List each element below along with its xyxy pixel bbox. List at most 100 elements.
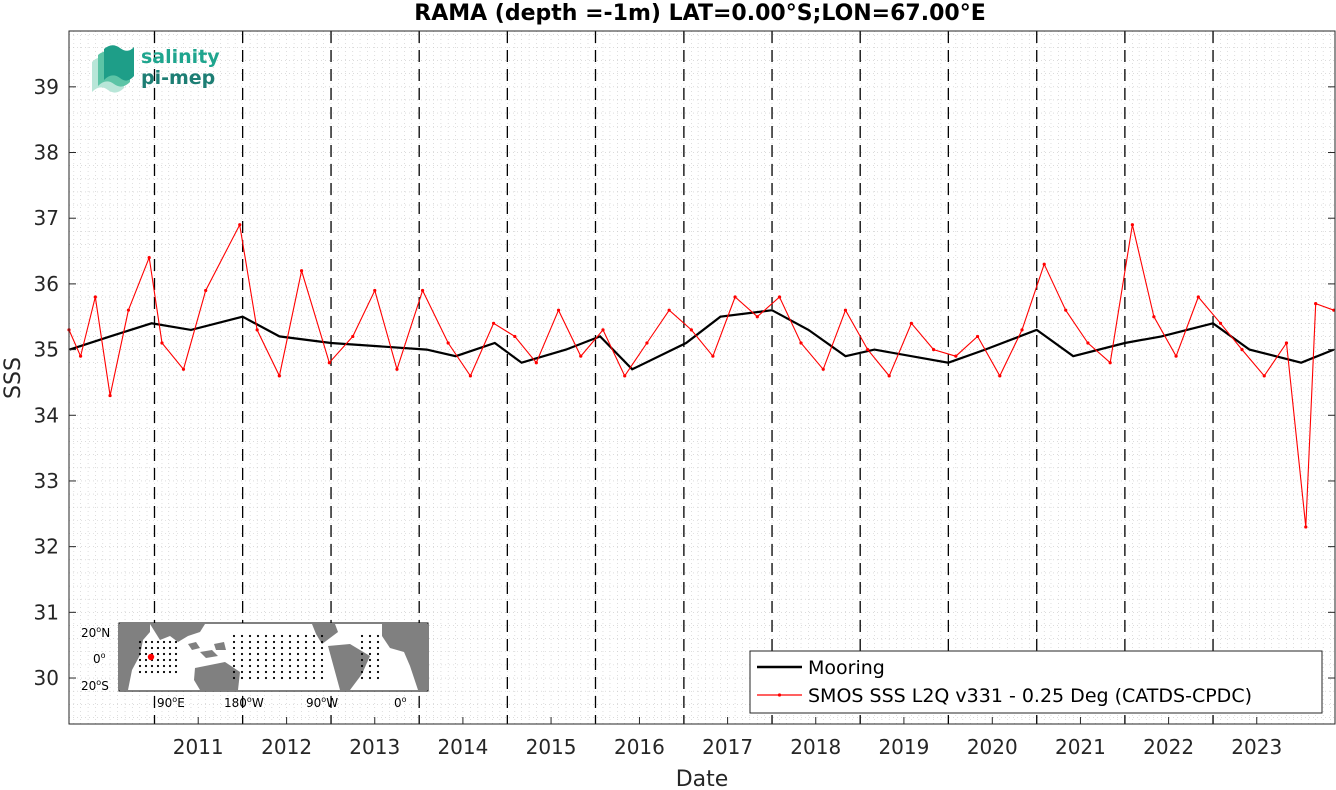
- map-buoy-dot: [272, 658, 276, 662]
- x-axis-title: Date: [676, 767, 729, 790]
- inset-map: 20oN 0o 20oS 90oE 180oW 90oW 0o: [81, 622, 429, 710]
- map-west-africa-land: [382, 624, 428, 690]
- map-buoy-dot: [376, 646, 380, 650]
- map-buoy-dot: [162, 640, 166, 644]
- map-buoy-dot: [376, 652, 380, 656]
- map-buoy-dot: [232, 664, 236, 668]
- map-buoy-dot: [368, 658, 372, 662]
- map-buoy-dot: [304, 652, 308, 656]
- smos-data-point: [645, 341, 649, 345]
- smos-data-point: [1086, 341, 1090, 345]
- map-buoy-dot: [144, 664, 148, 668]
- map-buoy-dot: [368, 646, 372, 650]
- map-buoy-dot: [288, 652, 292, 656]
- map-buoy-dot: [312, 670, 316, 674]
- smos-data-point: [351, 334, 355, 339]
- map-buoy-dot: [368, 676, 372, 680]
- x-tick-label: 2011: [173, 735, 224, 759]
- series-line-smos: [68, 223, 1334, 527]
- map-buoy-dot: [360, 646, 364, 650]
- map-buoy-dot: [138, 670, 142, 674]
- map-buoy-dot: [288, 646, 292, 650]
- map-buoy-dot: [272, 652, 276, 656]
- map-buoy-dot: [376, 640, 380, 644]
- legend: Mooring SMOS SSS L2Q v331 - 0.25 Deg (CA…: [749, 650, 1323, 714]
- map-buoy-dot: [174, 664, 178, 668]
- map-buoy-dot: [150, 670, 154, 674]
- map-buoy-dot: [264, 664, 268, 668]
- map-buoy-dot: [296, 658, 300, 662]
- map-south-america-land: [328, 644, 370, 690]
- x-tick-label: 2021: [1055, 735, 1106, 759]
- map-lon-label-90w: 90oW: [306, 695, 338, 710]
- map-buoy-dot: [288, 634, 292, 638]
- map-buoy-dot: [280, 640, 284, 644]
- legend-box: [749, 650, 1323, 714]
- map-buoy-dot: [280, 634, 284, 638]
- smos-data-point: [181, 367, 186, 371]
- map-buoy-dot: [360, 670, 364, 674]
- grid: [69, 31, 1335, 724]
- smos-data-point: [1284, 341, 1289, 345]
- map-buoy-dot: [272, 640, 276, 644]
- map-buoy-dot: [168, 664, 172, 668]
- smos-data-point: [420, 288, 425, 293]
- map-buoy-dot: [264, 646, 268, 650]
- smos-data-point: [556, 308, 561, 312]
- map-lat-label-0: 0o: [93, 651, 106, 666]
- map-buoy-dot: [248, 646, 252, 650]
- map-buoy-dot: [232, 676, 236, 680]
- map-buoy-dot: [296, 664, 300, 668]
- smos-data-point: [843, 308, 848, 312]
- map-central-america-land: [312, 624, 338, 644]
- year-dashed-lines: [153, 31, 1214, 724]
- map-buoy-dot: [256, 676, 260, 680]
- smos-data-point: [78, 354, 83, 358]
- map-buoy-dot: [296, 676, 300, 680]
- map-lat-label-20n: 20oN: [81, 625, 110, 640]
- map-buoy-dot: [168, 670, 172, 674]
- map-buoy-dot: [312, 676, 316, 680]
- map-buoy-dot: [162, 652, 166, 656]
- x-tick-label: 2022: [1143, 735, 1194, 759]
- map-buoy-dot: [288, 676, 292, 680]
- map-buoy-dot: [312, 652, 316, 656]
- map-buoy-dot: [138, 640, 142, 644]
- legend-mooring-label: Mooring: [808, 657, 885, 679]
- smos-data-point: [299, 269, 304, 273]
- y-tick-label: 33: [34, 469, 59, 493]
- map-buoy-dot: [296, 646, 300, 650]
- map-buoy-dot: [150, 646, 154, 650]
- map-buoy-dot: [156, 652, 160, 656]
- map-buoy-dot: [168, 652, 172, 656]
- smos-data-point: [255, 328, 259, 332]
- map-buoy-dot: [280, 676, 284, 680]
- smos-data-point: [1020, 328, 1024, 332]
- y-tick-label: 38: [34, 141, 59, 165]
- map-buoy-dot: [264, 676, 268, 680]
- map-buoy-dot: [320, 670, 324, 674]
- map-buoy-dot: [360, 634, 364, 638]
- map-buoy-dot: [256, 634, 260, 638]
- smos-data-point: [108, 393, 112, 398]
- x-tick-label: 2015: [526, 735, 577, 759]
- map-buoy-dot: [312, 658, 316, 662]
- smos-data-point: [1240, 347, 1244, 352]
- map-buoy-dot: [272, 646, 276, 650]
- map-selected-mooring-marker: [147, 653, 155, 661]
- map-buoy-dot: [296, 640, 300, 644]
- map-buoy-dot: [280, 670, 284, 674]
- map-buoy-dot: [312, 646, 316, 650]
- smos-data-point: [93, 295, 97, 299]
- smos-data-point: [395, 367, 399, 371]
- smos-data-point: [1262, 374, 1266, 378]
- y-axis-title: SSS: [1, 357, 26, 399]
- smos-data-point: [126, 308, 131, 312]
- map-buoy-dot: [304, 640, 308, 644]
- map-buoy-dot: [368, 640, 372, 644]
- map-buoy-dot: [248, 670, 252, 674]
- smos-data-point: [534, 361, 538, 365]
- smos-data-point: [204, 288, 208, 293]
- map-buoy-dot: [162, 646, 166, 650]
